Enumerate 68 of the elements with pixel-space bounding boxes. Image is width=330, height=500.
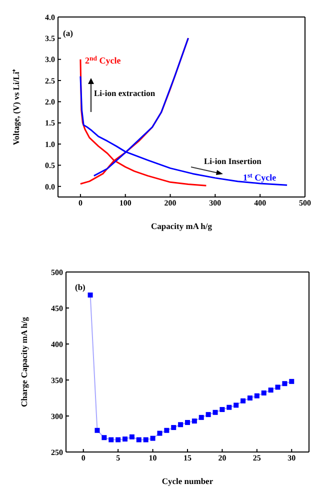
y-tick-label: 1.0 xyxy=(45,140,55,149)
x-tick-label: 10 xyxy=(148,454,157,463)
y-tick-label: 0.0 xyxy=(45,182,55,192)
point xyxy=(289,378,294,384)
point xyxy=(122,436,128,442)
point xyxy=(275,384,280,390)
point xyxy=(254,393,260,398)
point xyxy=(240,398,246,404)
annotation: 2$^{nd}$ Cycle xyxy=(84,55,121,66)
y-tick-label: 250 xyxy=(51,448,63,457)
x-tick-label: 100 xyxy=(119,198,132,208)
point xyxy=(198,414,204,420)
point xyxy=(178,422,184,428)
point xyxy=(261,390,266,396)
annotation: (a) xyxy=(63,28,73,38)
y-axis-title: Voltage, (V) vs Li/Li⁺ xyxy=(11,68,22,146)
point xyxy=(247,396,252,400)
y-tick-label: 2.0 xyxy=(45,98,55,107)
point xyxy=(94,428,100,433)
x-tick-label: 500 xyxy=(299,198,311,208)
y-tick-label: 350 xyxy=(51,376,63,385)
point xyxy=(102,435,107,440)
point xyxy=(212,410,218,415)
point xyxy=(234,402,239,408)
y-tick-label: 500 xyxy=(51,268,63,277)
point xyxy=(282,381,288,386)
y-tick-label: 3.0 xyxy=(45,55,55,64)
point xyxy=(185,420,190,425)
point xyxy=(88,292,93,298)
point xyxy=(157,430,162,436)
point xyxy=(129,434,134,440)
y-tick-label: 3.5 xyxy=(45,34,55,44)
point xyxy=(171,425,176,430)
point xyxy=(116,437,121,442)
y-tick-label: 2.5 xyxy=(45,76,55,86)
y-axis-title: Charge Capacity mA h/g xyxy=(19,316,30,407)
x-tick-label: 0 xyxy=(78,198,82,208)
point xyxy=(192,418,197,424)
y-tick-label: 4.0 xyxy=(45,12,55,22)
y-tick-label: 300 xyxy=(51,412,63,421)
point xyxy=(268,388,274,393)
y-tick-label: 0.5 xyxy=(45,161,55,170)
x-tick-label: 300 xyxy=(209,198,222,208)
point xyxy=(143,437,148,442)
point xyxy=(108,437,114,442)
x-tick-label: 15 xyxy=(184,454,192,463)
x-tick-label: 0 xyxy=(81,454,86,463)
point xyxy=(150,436,156,441)
x-axis-title: Capacity mA h/g xyxy=(151,221,213,231)
point xyxy=(220,407,225,412)
annotation: Li-ion Insertion xyxy=(204,156,262,166)
x-tick-label: 5 xyxy=(116,454,120,463)
y-tick-label: 400 xyxy=(51,340,63,349)
x-tick-label: 400 xyxy=(254,198,266,208)
point xyxy=(164,428,170,433)
x-tick-label: 30 xyxy=(288,454,296,463)
point xyxy=(206,412,211,418)
point xyxy=(136,437,142,442)
x-axis-title: Cycle number xyxy=(162,476,214,486)
annotation: Li-ion extraction xyxy=(94,88,156,98)
point xyxy=(226,404,232,410)
y-tick-label: 450 xyxy=(51,304,63,313)
y-tick-label: 1.5 xyxy=(45,118,55,128)
annotation: (b) xyxy=(75,282,86,292)
x-tick-label: 200 xyxy=(164,198,176,208)
x-tick-label: 20 xyxy=(218,454,226,463)
annotation: 1$^{st}$ Cycle xyxy=(243,172,276,182)
x-tick-label: 25 xyxy=(252,454,261,463)
